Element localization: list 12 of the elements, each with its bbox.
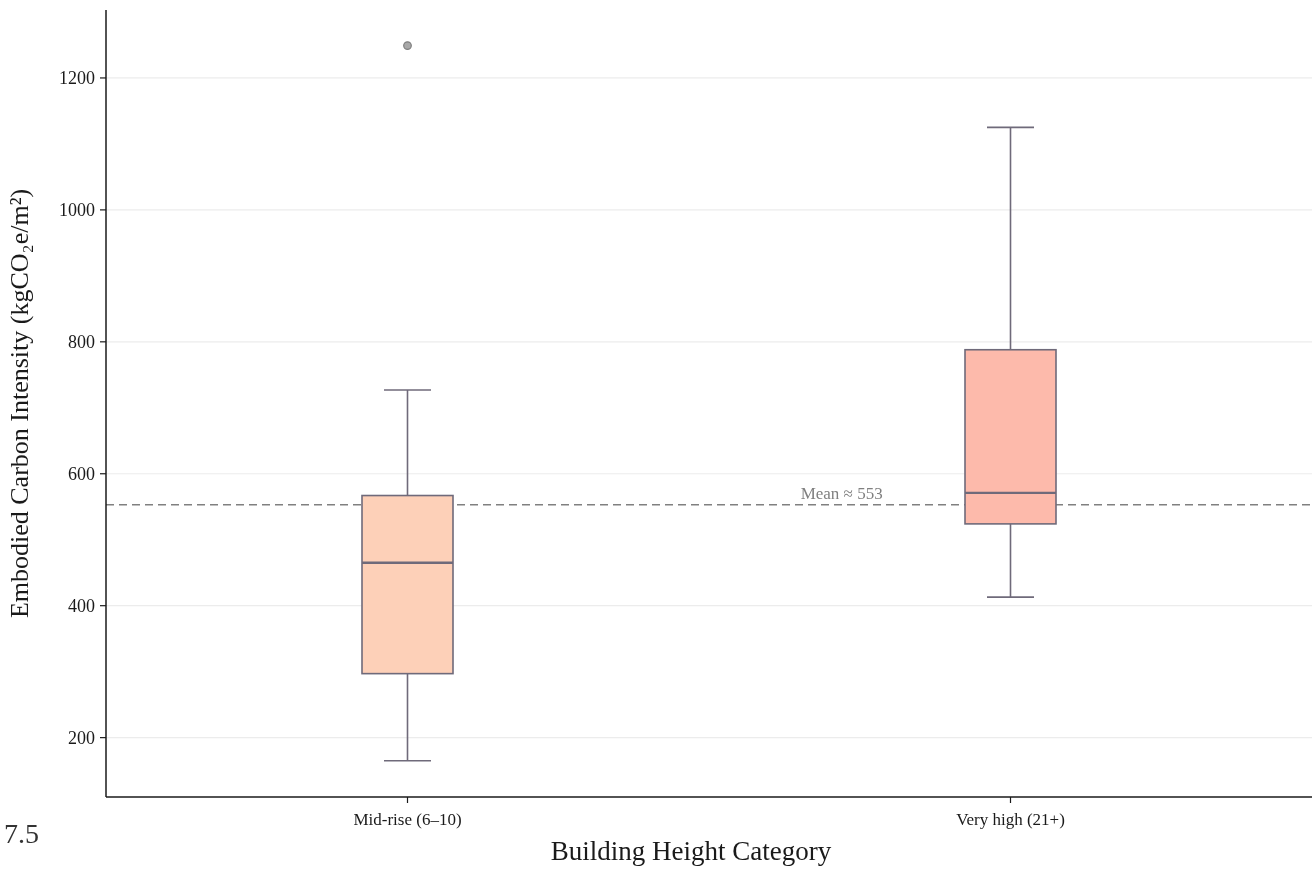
y-tick-label: 1200 (59, 68, 95, 89)
text: 7.5 (4, 818, 39, 849)
y-tick-label: 1000 (59, 200, 95, 221)
x-tick-label: Mid-rise (6–10) (353, 810, 462, 829)
x-tick-label: Very high (21+) (956, 810, 1065, 829)
y-tick-label: 400 (68, 595, 95, 616)
y-tick-label: 600 (68, 464, 95, 485)
y-tick-label: 200 (68, 727, 95, 748)
x-axis-title: Building Height Category (550, 836, 832, 866)
ref-line-label: Mean ≈ 553 (800, 483, 883, 503)
y-tick-label: 800 (68, 332, 95, 353)
y-axis-title: Embodied Carbon Intensity (kgCO₂e/m²) (5, 188, 34, 619)
